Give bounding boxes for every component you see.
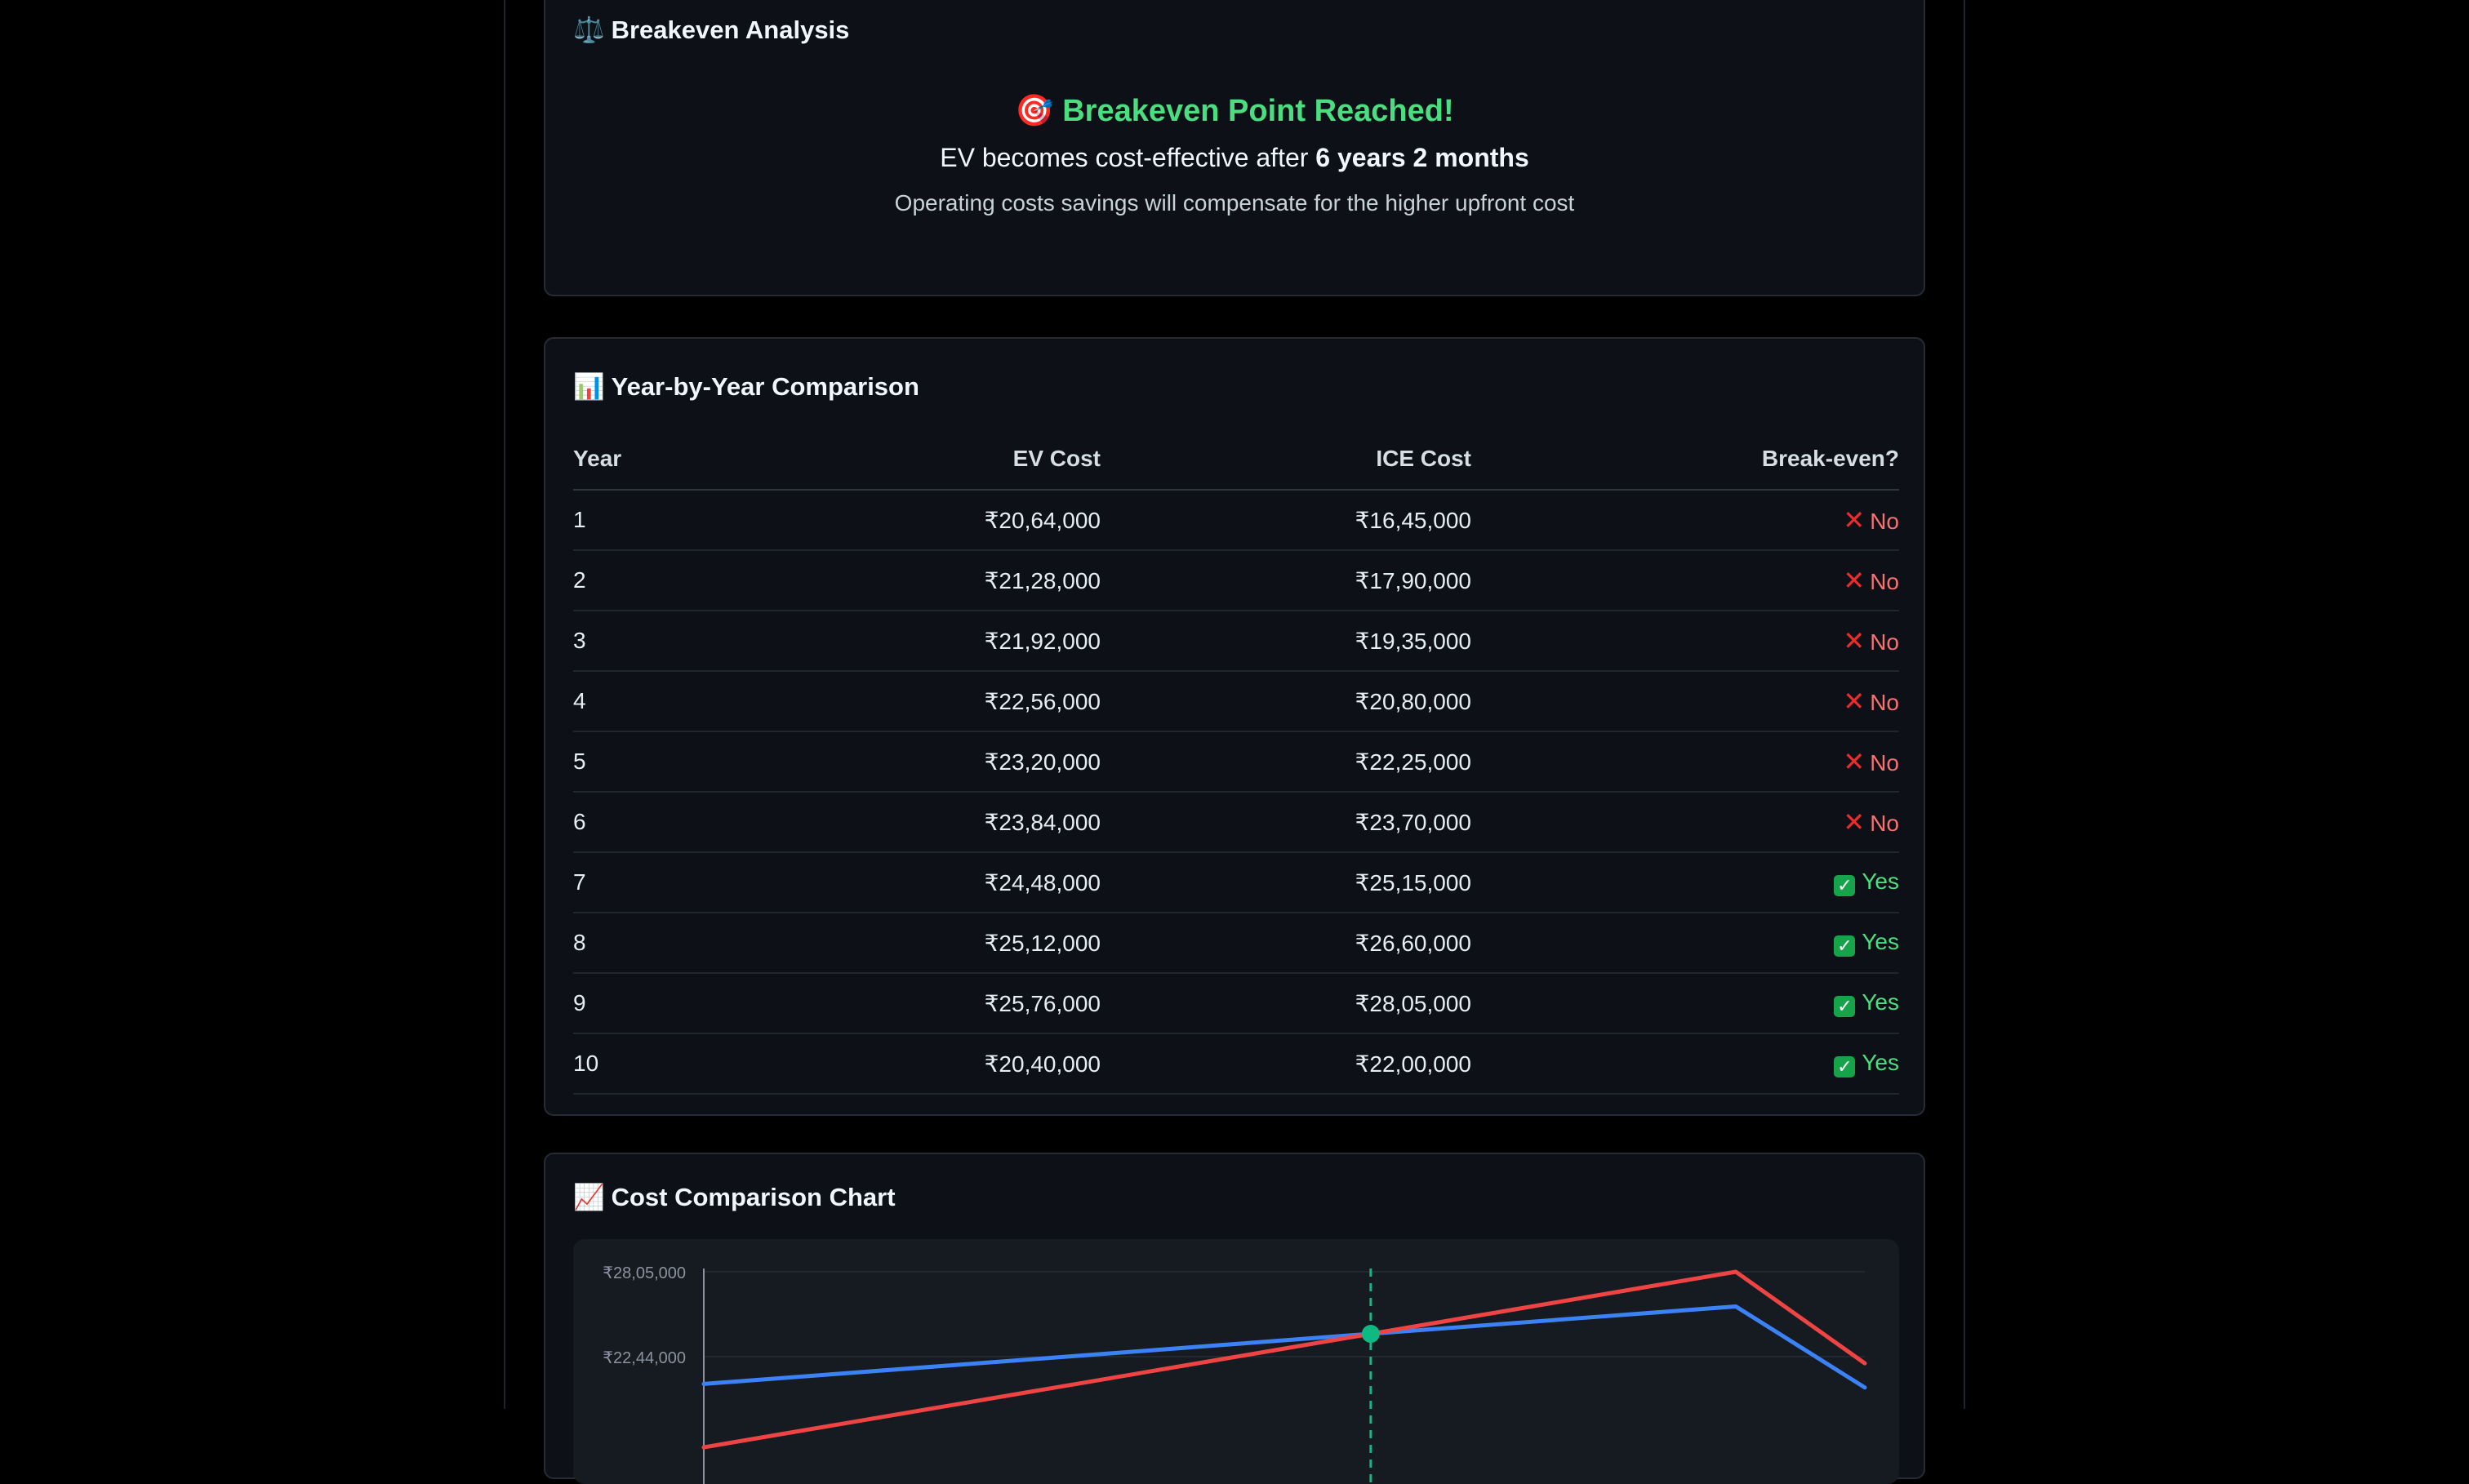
table-row: 6 ₹23,84,000 ₹23,70,000 ✕ No — [573, 792, 1899, 853]
table-header-row: Year EV Cost ICE Cost Break-even? — [573, 429, 1899, 491]
breakeven-cell: ✕ No — [1471, 490, 1899, 551]
check-icon: ✓ — [1834, 935, 1856, 957]
ev-cost-cell: ₹24,48,000 — [843, 852, 1101, 913]
year-cell: 9 — [573, 973, 843, 1034]
table-row: 9 ₹25,76,000 ₹28,05,000 ✓ Yes — [573, 973, 1899, 1034]
breakeven-cell: ✓ Yes — [1471, 913, 1899, 974]
year-cell: 10 — [573, 1033, 843, 1095]
ev-cost-line — [701, 1304, 1867, 1390]
ice-cost-cell: ₹20,80,000 — [1101, 671, 1471, 732]
column-header-year: Year — [573, 429, 843, 491]
ice-cost-cell: ₹28,05,000 — [1101, 973, 1471, 1034]
breakeven-label: No — [1870, 629, 1899, 655]
breakeven-label: No — [1870, 569, 1899, 594]
breakeven-cell: ✓ Yes — [1471, 1033, 1899, 1095]
breakeven-label: No — [1870, 690, 1899, 715]
ev-cost-cell: ₹21,92,000 — [843, 611, 1101, 672]
line-chart-icon: 📈 — [573, 1183, 605, 1211]
check-icon: ✓ — [1834, 996, 1856, 1017]
year-cell: 3 — [573, 611, 843, 672]
check-icon: ✓ — [1834, 1056, 1856, 1077]
ice-cost-cell: ₹22,00,000 — [1101, 1033, 1471, 1095]
ev-cost-cell: ₹23,20,000 — [843, 731, 1101, 793]
comparison-table: Year EV Cost ICE Cost Break-even? 1 ₹20,6… — [573, 429, 1899, 1095]
y-tick-label: ₹28,05,000 — [603, 1264, 686, 1282]
breakeven-label: Yes — [1862, 869, 1899, 894]
cross-icon: ✕ — [1843, 686, 1866, 716]
year-cell: 5 — [573, 731, 843, 793]
ice-cost-cell: ₹19,35,000 — [1101, 611, 1471, 672]
breakeven-summary: EV becomes cost-effective after 6 years … — [940, 143, 1529, 172]
breakeven-subtext: Operating costs savings will compensate … — [894, 190, 1575, 215]
table-row: 2 ₹21,28,000 ₹17,90,000 ✕ No — [573, 550, 1899, 611]
ice-cost-cell: ₹25,15,000 — [1101, 852, 1471, 913]
breakeven-label: No — [1870, 509, 1899, 534]
year-cell: 7 — [573, 852, 843, 913]
breakeven-cell: ✓ Yes — [1471, 852, 1899, 913]
ev-cost-cell: ₹21,28,000 — [843, 550, 1101, 611]
ev-cost-cell: ₹23,84,000 — [843, 792, 1101, 853]
breakeven-cell: ✕ No — [1471, 671, 1899, 732]
year-cell: 1 — [573, 490, 843, 551]
breakeven-label: Yes — [1862, 1050, 1899, 1075]
table-row: 5 ₹23,20,000 ₹22,25,000 ✕ No — [573, 731, 1899, 793]
breakeven-cell: ✕ No — [1471, 611, 1899, 672]
ev-cost-cell: ₹22,56,000 — [843, 671, 1101, 732]
check-icon: ✓ — [1834, 875, 1856, 896]
column-header-breakeven: Break-even? — [1471, 429, 1899, 491]
breakeven-cell: ✕ No — [1471, 550, 1899, 611]
year-cell: 6 — [573, 792, 843, 853]
ev-cost-cell: ₹25,76,000 — [843, 973, 1101, 1034]
scale-icon: ⚖️ — [573, 16, 605, 44]
breakeven-card: ⚖️ Breakeven Analysis 🎯 Breakeven Point R… — [544, 0, 1925, 296]
breakeven-label: Yes — [1862, 929, 1899, 954]
cost-chart: ₹28,05,000 ₹22,44,000 — [573, 1239, 1899, 1484]
chart-card: 📈 Cost Comparison Chart ₹28,05,000 ₹22,44,… — [544, 1153, 1925, 1484]
breakeven-headline: 🎯 Breakeven Point Reached! — [1015, 94, 1454, 128]
ev-cost-cell: ₹20,64,000 — [843, 490, 1101, 551]
y-tick-label: ₹22,44,000 — [603, 1349, 686, 1367]
cross-icon: ✕ — [1843, 807, 1866, 837]
cross-icon: ✕ — [1843, 505, 1866, 535]
cross-icon: ✕ — [1843, 747, 1866, 776]
bar-chart-icon: 📊 — [573, 372, 605, 401]
breakeven-duration: 6 years 2 months — [1315, 143, 1529, 172]
ice-cost-cell: ₹26,60,000 — [1101, 913, 1471, 974]
ice-cost-line — [701, 1269, 1867, 1450]
page-container: ⚖️ Breakeven Analysis 🎯 Breakeven Point R… — [504, 0, 1965, 1484]
table-row: 3 ₹21,92,000 ₹19,35,000 ✕ No — [573, 611, 1899, 672]
breakeven-cell: ✕ No — [1471, 792, 1899, 853]
year-cell: 4 — [573, 671, 843, 732]
cross-icon: ✕ — [1843, 626, 1866, 655]
table-body: 1 ₹20,64,000 ₹16,45,000 ✕ No 2 ₹21,28,000 ₹17,9… — [573, 490, 1899, 1095]
table-row: 10 ₹20,40,000 ₹22,00,000 ✓ Yes — [573, 1033, 1899, 1095]
ice-cost-cell: ₹23,70,000 — [1101, 792, 1471, 853]
year-cell: 8 — [573, 913, 843, 974]
cost-chart-svg: ₹28,05,000 ₹22,44,000 — [603, 1264, 1867, 1484]
breakeven-label: No — [1870, 750, 1899, 775]
breakeven-cell: ✕ No — [1471, 731, 1899, 793]
table-row: 4 ₹22,56,000 ₹20,80,000 ✕ No — [573, 671, 1899, 732]
comparison-title: 📊 Year-by-Year Comparison — [573, 372, 919, 401]
ice-cost-cell: ₹17,90,000 — [1101, 550, 1471, 611]
year-cell: 2 — [573, 550, 843, 611]
column-header-ev-cost: EV Cost — [843, 429, 1101, 491]
ice-cost-cell: ₹22,25,000 — [1101, 731, 1471, 793]
ice-cost-cell: ₹16,45,000 — [1101, 490, 1471, 551]
table-row: 1 ₹20,64,000 ₹16,45,000 ✕ No — [573, 490, 1899, 551]
target-icon: 🎯 — [1015, 94, 1054, 128]
table-row: 8 ₹25,12,000 ₹26,60,000 ✓ Yes — [573, 913, 1899, 974]
breakeven-title: ⚖️ Breakeven Analysis — [573, 16, 850, 44]
chart-title: 📈 Cost Comparison Chart — [573, 1183, 896, 1211]
comparison-card: 📊 Year-by-Year Comparison Year EV Cost IC… — [544, 337, 1925, 1116]
breakeven-label: No — [1870, 811, 1899, 836]
breakeven-point — [1361, 1325, 1380, 1344]
table-row: 7 ₹24,48,000 ₹25,15,000 ✓ Yes — [573, 852, 1899, 913]
column-header-ice-cost: ICE Cost — [1101, 429, 1471, 491]
breakeven-cell: ✓ Yes — [1471, 973, 1899, 1034]
cross-icon: ✕ — [1843, 566, 1866, 595]
breakeven-label: Yes — [1862, 989, 1899, 1015]
ev-cost-cell: ₹20,40,000 — [843, 1033, 1101, 1095]
ev-cost-cell: ₹25,12,000 — [843, 913, 1101, 974]
